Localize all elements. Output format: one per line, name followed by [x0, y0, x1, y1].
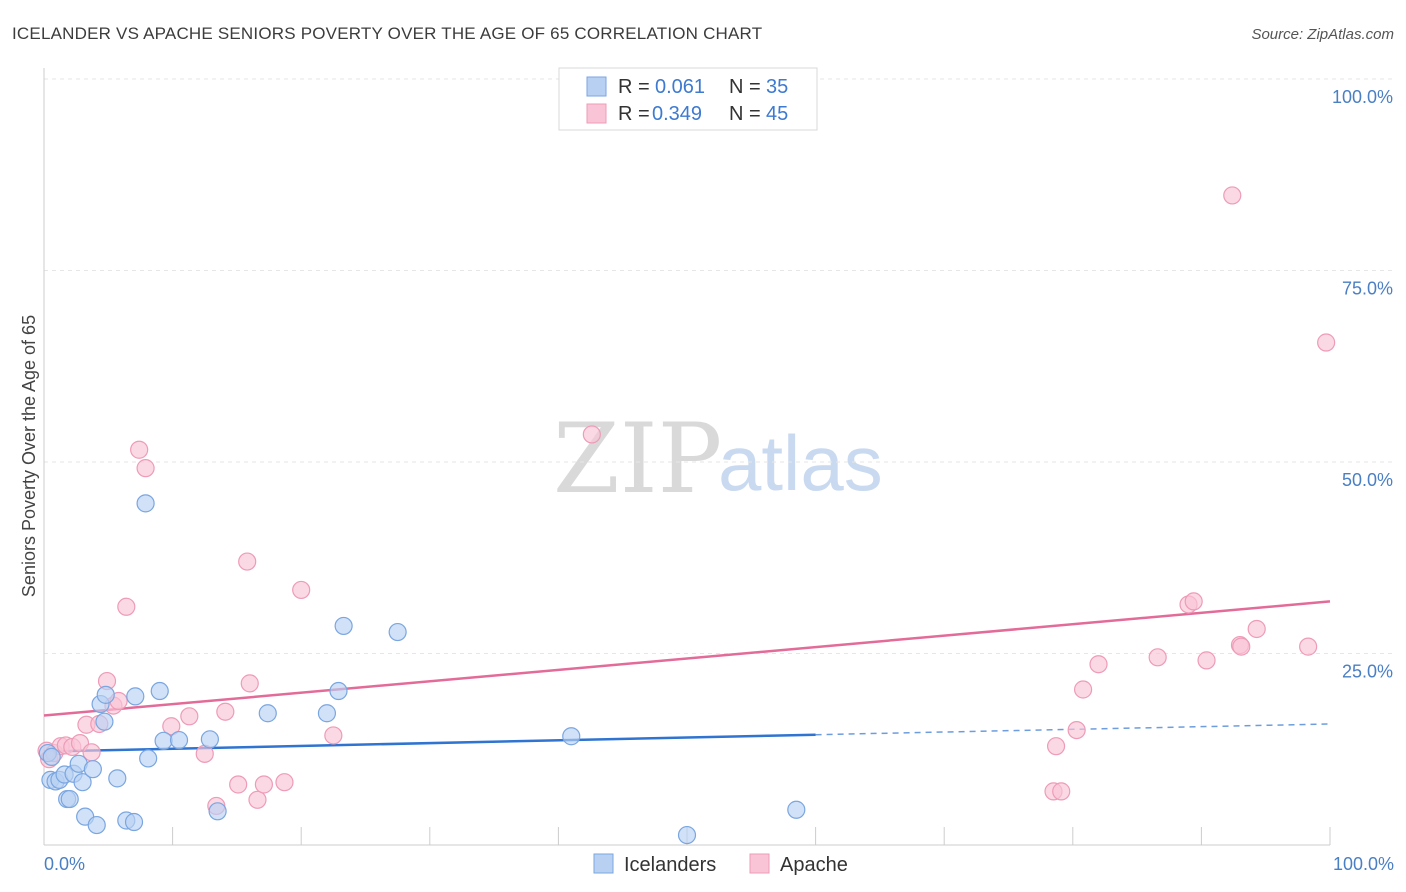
legend-n-value-apache: 45 — [766, 103, 788, 125]
bottom-legend-label-apache: Apache — [780, 854, 848, 876]
point-icelanders — [60, 789, 79, 809]
point-icelanders — [42, 747, 61, 767]
point-icelanders — [200, 730, 219, 749]
bottom-legend-swatch-icelanders — [593, 853, 614, 874]
y-tick-label: 75.0% — [1342, 279, 1393, 299]
point-icelanders — [139, 749, 158, 768]
point-icelanders — [83, 760, 102, 779]
trend-lines — [43, 600, 1331, 753]
point-apache — [1067, 720, 1086, 740]
point-icelanders — [87, 815, 106, 835]
x-tick-label-max: 100.0% — [1333, 854, 1394, 874]
point-apache — [582, 425, 601, 444]
point-icelanders — [329, 681, 348, 701]
legend-r-label-apache: R = — [618, 103, 650, 125]
bottom-legend-swatch-apache — [749, 853, 770, 874]
data-points — [37, 186, 1336, 845]
point-apache — [1299, 637, 1318, 656]
legend-r-value-apache: 0.349 — [652, 103, 702, 125]
point-apache — [1073, 680, 1093, 699]
point-apache — [292, 580, 311, 600]
watermark-zip: ZIP — [553, 403, 722, 515]
point-apache — [1046, 737, 1066, 756]
point-apache — [229, 775, 248, 794]
point-icelanders — [150, 681, 169, 701]
legend-box: R = 0.061 N = 35 R = 0.349 N = 45 — [558, 67, 818, 131]
watermark-atlas: atlas — [718, 419, 883, 507]
point-icelanders — [388, 622, 407, 642]
point-icelanders — [126, 687, 145, 706]
point-icelanders — [787, 800, 806, 819]
point-icelanders — [317, 704, 337, 723]
point-apache — [240, 674, 259, 693]
trend-line-icelanders — [43, 733, 816, 753]
point-apache — [1223, 186, 1242, 205]
point-apache — [1197, 651, 1216, 670]
y-tick-label: 25.0% — [1342, 662, 1393, 682]
legend-n-label-icelanders: N = — [729, 76, 761, 98]
point-apache — [216, 702, 235, 721]
point-icelanders — [95, 712, 114, 731]
point-icelanders — [154, 731, 173, 750]
point-apache — [275, 773, 294, 792]
point-apache — [1052, 782, 1071, 801]
bottom-legend: Icelanders Apache — [593, 853, 848, 876]
y-tick-labels: 100.0% 75.0% 50.0% 25.0% — [1332, 87, 1393, 682]
point-apache — [1232, 637, 1251, 656]
point-apache — [117, 597, 136, 616]
legend-swatch-apache — [586, 103, 607, 124]
point-apache — [1184, 592, 1203, 611]
point-apache — [1089, 655, 1108, 674]
point-apache — [180, 707, 199, 726]
point-apache — [162, 717, 181, 736]
point-icelanders — [124, 812, 144, 832]
point-icelanders — [677, 825, 697, 845]
y-tick-label: 50.0% — [1342, 470, 1393, 490]
legend-r-label-icelanders: R = — [618, 76, 650, 98]
y-tick-label: 100.0% — [1332, 87, 1393, 107]
point-icelanders — [562, 727, 581, 746]
legend-r-value-icelanders: 0.061 — [655, 76, 705, 98]
bottom-legend-label-icelanders: Icelanders — [624, 854, 716, 876]
point-apache — [238, 552, 257, 571]
point-apache — [130, 440, 149, 459]
chart-source: Source: ZipAtlas.com — [1251, 26, 1394, 43]
point-apache — [1148, 648, 1167, 667]
point-icelanders — [73, 773, 92, 792]
legend-n-value-icelanders: 35 — [766, 76, 788, 98]
point-apache — [136, 459, 155, 478]
chart-title: ICELANDER VS APACHE SENIORS POVERTY OVER… — [12, 24, 762, 43]
point-icelanders — [208, 802, 227, 821]
legend-n-label-apache: N = — [729, 103, 761, 125]
point-apache — [254, 775, 274, 794]
point-icelanders — [96, 685, 115, 704]
y-axis-label: Seniors Poverty Over the Age of 65 — [19, 315, 39, 597]
legend-swatch-icelanders — [586, 76, 607, 97]
point-apache — [324, 726, 343, 745]
point-icelanders — [108, 769, 127, 788]
point-apache — [1247, 619, 1266, 639]
point-apache — [1317, 333, 1336, 352]
point-icelanders — [334, 616, 353, 636]
point-icelanders — [169, 730, 189, 750]
point-icelanders — [136, 494, 155, 513]
x-tick-label-min: 0.0% — [44, 854, 85, 874]
point-icelanders — [258, 704, 277, 723]
point-apache — [248, 790, 267, 809]
trend-line-apache — [43, 600, 1331, 717]
